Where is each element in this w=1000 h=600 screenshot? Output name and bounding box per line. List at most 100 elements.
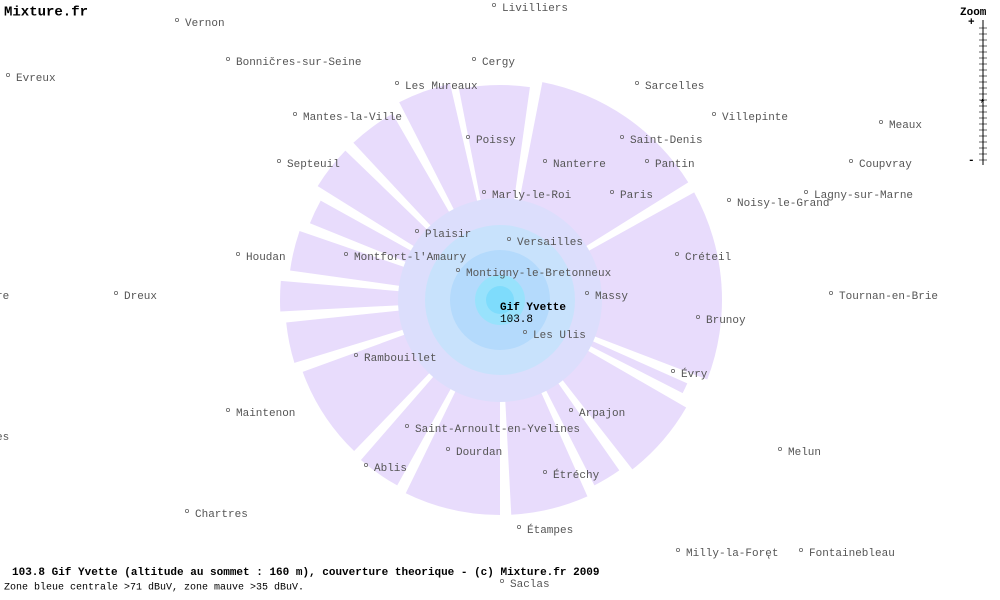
city-label: Bonničres-sur-Seine <box>236 57 361 69</box>
city-label: Paris <box>620 190 653 202</box>
city-dot <box>363 462 368 467</box>
city-label: Arpajon <box>579 408 625 420</box>
city-dot <box>174 17 179 22</box>
city-dot <box>849 158 854 163</box>
footer-line: 103.8 Gif Yvette (altitude au sommet : 1… <box>12 567 600 579</box>
city-label: Brunoy <box>706 315 746 327</box>
zoom-ticks <box>979 27 987 161</box>
city-label: Fontainebleau <box>809 548 895 560</box>
coverage-ring <box>486 286 514 314</box>
city-dot <box>445 446 450 451</box>
city-label: Vernon <box>185 18 225 30</box>
city-dot <box>620 134 625 139</box>
city-label: Houdan <box>246 252 286 264</box>
city-dot <box>481 189 486 194</box>
city-dot <box>506 236 511 241</box>
city-dot <box>343 251 348 256</box>
city-dot <box>696 314 701 319</box>
city-dot <box>225 57 230 62</box>
city-label: Étampes <box>527 523 573 537</box>
city-label: Maintenon <box>236 408 295 420</box>
city-dot <box>276 158 281 163</box>
city-dot <box>499 579 504 584</box>
site-title: Mixture.fr <box>4 5 88 21</box>
city-dot <box>523 329 528 334</box>
station-name: Gif Yvette <box>500 302 566 314</box>
city-dot <box>517 525 522 530</box>
zoom-marker: * <box>979 99 986 111</box>
city-dot <box>676 548 681 553</box>
city-label: Créteil <box>685 252 731 264</box>
city-dot <box>491 3 496 8</box>
city-label: re <box>0 291 9 303</box>
city-label: Livilliers <box>502 3 568 15</box>
city-dot <box>879 120 884 125</box>
city-dot <box>635 81 640 86</box>
city-dot <box>671 368 676 373</box>
city-label: Plaisir <box>425 229 471 241</box>
city-dot <box>225 407 230 412</box>
city-dot <box>712 112 717 117</box>
city-label: Montigny-le-Bretonneux <box>466 268 612 280</box>
city-label: Étréchy <box>553 468 600 482</box>
coverage-sector <box>279 280 500 312</box>
city-dot <box>455 267 460 272</box>
footer-note: Zone bleue centrale >71 dBuV, zone mauve… <box>4 582 304 594</box>
city-dot <box>727 197 732 202</box>
city-dot <box>404 423 409 428</box>
city-label: Lagny-sur-Marne <box>814 190 913 202</box>
zoom-in[interactable]: + <box>968 17 975 29</box>
station-frequency: 103.8 <box>500 314 533 326</box>
city-label: Pantin <box>655 159 695 171</box>
city-label: Melun <box>788 447 821 459</box>
city-dot <box>585 290 590 295</box>
city-label: Milly-la-Foręt <box>686 548 778 560</box>
city-dot <box>353 352 358 357</box>
city-dot <box>543 469 548 474</box>
city-label: Septeuil <box>287 159 340 171</box>
coverage-sector <box>500 192 722 380</box>
city-label: Noisy-le-Grand <box>737 198 829 210</box>
city-label: Saint-Arnoult-en-Yvelines <box>415 424 580 436</box>
city-dot <box>114 290 119 295</box>
city-label: Versailles <box>517 237 583 249</box>
city-label: Dreux <box>124 291 157 303</box>
city-label: Villepinte <box>722 112 788 124</box>
city-label: Rambouillet <box>364 353 437 365</box>
city-dot <box>804 189 809 194</box>
city-label: Évry <box>681 367 708 381</box>
city-label: Nanterre <box>553 159 606 171</box>
city-label: Mantes-la-Ville <box>303 112 402 124</box>
coverage <box>279 82 722 515</box>
city-dot <box>610 189 615 194</box>
city-dot <box>235 251 240 256</box>
city-dot <box>292 112 297 117</box>
city-dot <box>569 407 574 412</box>
city-label: Coupvray <box>859 159 912 171</box>
city-label: Poissy <box>476 135 516 147</box>
city-label: Ablis <box>374 463 407 475</box>
city-label: Montfort-l'Amaury <box>354 252 467 264</box>
city-label: Saint-Denis <box>630 135 703 147</box>
city-dot <box>6 73 11 78</box>
zoom-out[interactable]: - <box>968 155 975 167</box>
city-dot <box>414 228 419 233</box>
city-label: es <box>0 432 9 444</box>
city-label: Evreux <box>16 73 56 85</box>
city-label: Tournan-en-Brie <box>839 291 938 303</box>
city-dot <box>465 134 470 139</box>
cities: Vernon Livilliers Bonničres-sur-Seine Cergy… <box>0 3 938 591</box>
city-dot <box>184 508 189 513</box>
city-dot <box>645 158 650 163</box>
city-label: Cergy <box>482 57 515 69</box>
city-label: Sarcelles <box>645 81 704 93</box>
city-dot <box>799 548 804 553</box>
city-label: Saclas <box>510 579 550 591</box>
city-dot <box>675 251 680 256</box>
city-dot <box>543 158 548 163</box>
city-label: Meaux <box>889 120 922 132</box>
city-label: Massy <box>595 291 628 303</box>
zoom-label: Zoom <box>960 7 987 19</box>
city-label: Les Mureaux <box>405 81 478 93</box>
